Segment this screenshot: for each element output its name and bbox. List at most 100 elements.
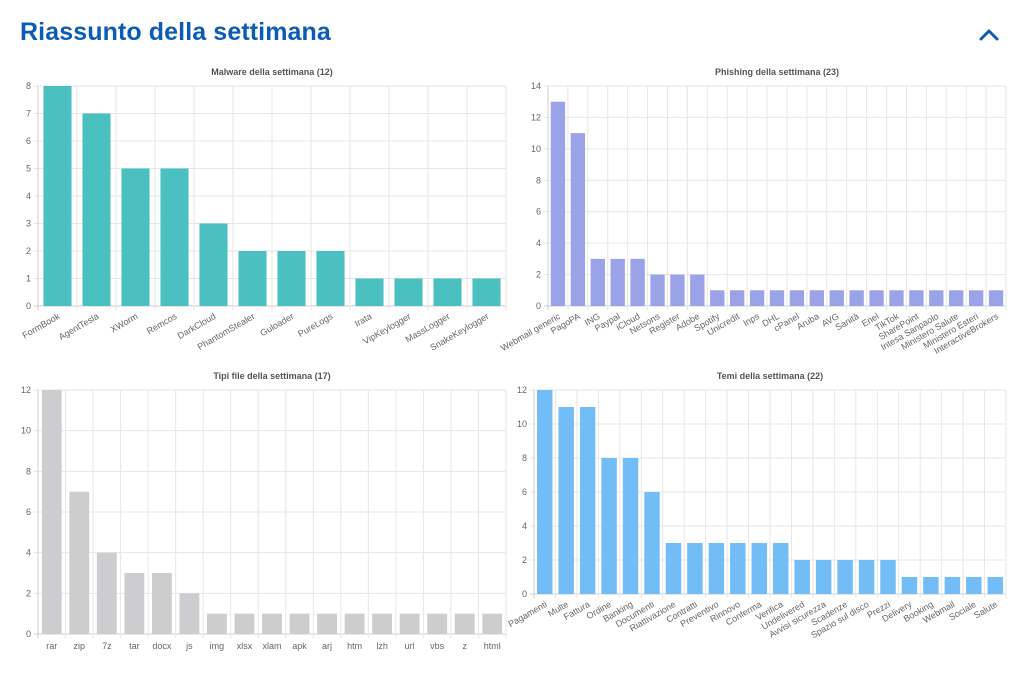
bar[interactable] bbox=[869, 290, 884, 306]
bar[interactable] bbox=[809, 290, 824, 306]
bar[interactable] bbox=[829, 290, 844, 306]
y-tick-label: 0 bbox=[522, 589, 527, 599]
bar[interactable] bbox=[837, 560, 853, 594]
y-tick-label: 2 bbox=[536, 270, 541, 280]
bar[interactable] bbox=[601, 458, 617, 594]
x-tick-label: img bbox=[210, 641, 225, 651]
bar[interactable] bbox=[433, 278, 462, 307]
y-tick-label: 8 bbox=[536, 175, 541, 185]
bar[interactable] bbox=[794, 560, 810, 594]
bar[interactable] bbox=[262, 613, 282, 634]
bar[interactable] bbox=[537, 390, 553, 594]
bar[interactable] bbox=[179, 593, 200, 634]
bar[interactable] bbox=[316, 251, 345, 306]
summary-header: Riassunto della settimana bbox=[20, 18, 1004, 54]
bar[interactable] bbox=[372, 613, 393, 634]
bar[interactable] bbox=[751, 543, 767, 594]
y-tick-label: 10 bbox=[21, 426, 31, 436]
bar[interactable] bbox=[966, 577, 982, 594]
bar[interactable] bbox=[82, 113, 111, 307]
bar[interactable] bbox=[472, 278, 501, 307]
bar[interactable] bbox=[858, 560, 875, 594]
bar[interactable] bbox=[277, 251, 306, 306]
bar[interactable] bbox=[901, 577, 918, 594]
bar[interactable] bbox=[394, 278, 423, 307]
bar[interactable] bbox=[949, 290, 964, 306]
bar[interactable] bbox=[590, 258, 605, 306]
chart-title: Tipi file della settimana (17) bbox=[213, 371, 330, 381]
y-tick-label: 2 bbox=[522, 555, 527, 565]
bar[interactable] bbox=[151, 573, 172, 634]
bar[interactable] bbox=[454, 613, 475, 634]
bar[interactable] bbox=[121, 168, 150, 307]
bar[interactable] bbox=[849, 290, 864, 306]
y-tick-label: 6 bbox=[26, 136, 31, 146]
bar[interactable] bbox=[749, 290, 765, 306]
y-tick-label: 4 bbox=[522, 521, 527, 531]
y-tick-label: 10 bbox=[531, 144, 541, 154]
bar[interactable] bbox=[69, 491, 90, 634]
y-tick-label: 6 bbox=[536, 207, 541, 217]
bar[interactable] bbox=[579, 407, 596, 594]
bar[interactable] bbox=[317, 613, 337, 634]
y-tick-label: 3 bbox=[26, 219, 31, 229]
malware-chart-panel: Malware della settimana (12) 0 1 2 3 4 5 6 7 8 For… bbox=[0, 62, 512, 362]
bar[interactable] bbox=[610, 258, 625, 306]
y-tick-label: 0 bbox=[26, 301, 31, 311]
bar[interactable] bbox=[789, 290, 805, 306]
themes-chart-panel: Temi della settimana (22) 0 2 4 6 8 10 12 Pagame… bbox=[506, 366, 1024, 671]
bar[interactable] bbox=[355, 278, 384, 307]
bar[interactable] bbox=[665, 543, 682, 594]
bar[interactable] bbox=[670, 274, 685, 306]
bar[interactable] bbox=[988, 290, 1004, 306]
bar[interactable] bbox=[558, 407, 574, 594]
collapse-button[interactable] bbox=[974, 20, 1004, 50]
bar[interactable] bbox=[550, 101, 566, 306]
x-tick-label: js bbox=[185, 641, 193, 651]
bar[interactable] bbox=[769, 290, 785, 306]
bar[interactable] bbox=[730, 543, 746, 594]
bar[interactable] bbox=[710, 290, 725, 306]
bar[interactable] bbox=[43, 86, 72, 306]
bar[interactable] bbox=[427, 613, 448, 634]
y-tick-label: 12 bbox=[21, 385, 31, 395]
x-tick-label: Pagamenti bbox=[506, 599, 548, 629]
bar[interactable] bbox=[238, 251, 267, 306]
bar[interactable] bbox=[482, 613, 503, 634]
bar[interactable] bbox=[889, 290, 904, 306]
bar[interactable] bbox=[880, 560, 896, 594]
bar[interactable] bbox=[160, 168, 189, 307]
bar[interactable] bbox=[630, 258, 645, 306]
bar[interactable] bbox=[41, 390, 62, 634]
bar[interactable] bbox=[124, 573, 145, 634]
bar[interactable] bbox=[570, 133, 586, 306]
bar[interactable] bbox=[708, 543, 725, 594]
bar[interactable] bbox=[199, 223, 228, 307]
x-tick-label: XWorm bbox=[109, 311, 140, 335]
bar[interactable] bbox=[815, 560, 832, 594]
bar[interactable] bbox=[923, 577, 939, 594]
y-tick-label: 2 bbox=[26, 588, 31, 598]
bar[interactable] bbox=[289, 613, 310, 634]
bar[interactable] bbox=[650, 274, 665, 306]
bar[interactable] bbox=[929, 290, 944, 306]
x-tick-label: htm bbox=[347, 641, 362, 651]
bar[interactable] bbox=[944, 577, 961, 594]
bar[interactable] bbox=[690, 274, 705, 306]
bar[interactable] bbox=[399, 613, 420, 634]
bar[interactable] bbox=[909, 290, 924, 306]
y-tick-label: 8 bbox=[26, 466, 31, 476]
malware-chart: Malware della settimana (12) 0 1 2 3 4 5 6 7 8 For… bbox=[21, 67, 507, 353]
bar[interactable] bbox=[96, 552, 117, 634]
bar[interactable] bbox=[234, 613, 255, 634]
bar[interactable] bbox=[344, 613, 365, 634]
bar[interactable] bbox=[644, 492, 660, 594]
bar[interactable] bbox=[773, 543, 789, 594]
bar[interactable] bbox=[687, 543, 703, 594]
filetypes-chart-panel: Tipi file della settimana (17) 0 2 4 6 8 10 12 r… bbox=[0, 366, 512, 671]
bar[interactable] bbox=[968, 290, 984, 306]
bar[interactable] bbox=[730, 290, 745, 306]
bar[interactable] bbox=[987, 577, 1003, 594]
bar[interactable] bbox=[207, 613, 227, 634]
bar[interactable] bbox=[622, 458, 639, 594]
